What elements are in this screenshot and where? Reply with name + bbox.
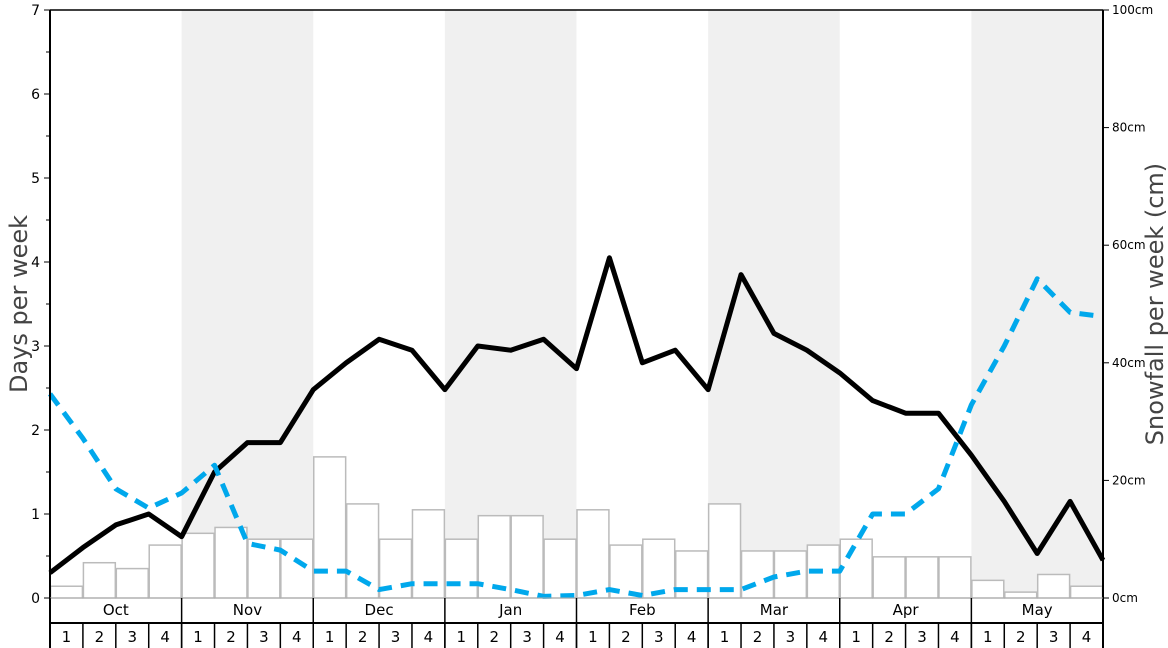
month-shade-may [971, 10, 1103, 598]
left-tick-label: 4 [31, 255, 40, 271]
snowfall-bar [1069, 585, 1104, 599]
snowfall-bar [642, 538, 676, 599]
snowfall-bar [1004, 591, 1038, 599]
week-label: 4 [950, 628, 960, 646]
snowfall-bar [971, 579, 1005, 599]
left-tick-label: 2 [31, 423, 40, 439]
snowfall-bar [576, 509, 610, 599]
days-line-dashed [47, 276, 1104, 599]
week-label: 3 [1049, 628, 1059, 646]
month-label-jan: Jan [498, 601, 522, 619]
month-label-nov: Nov [233, 601, 262, 619]
right-tick-label: 40cm [1112, 356, 1146, 370]
left-tick-label: 6 [31, 87, 40, 103]
days-line-solid [48, 255, 1106, 575]
week-label: 4 [1082, 628, 1092, 646]
right-tick-label: 0cm [1112, 591, 1138, 605]
month-label-dec: Dec [365, 601, 394, 619]
snowfall-bar [115, 567, 149, 599]
snowfall-bar [938, 556, 972, 599]
week-label: 2 [621, 628, 631, 646]
week-label: 1 [457, 628, 467, 646]
week-label: 3 [522, 628, 532, 646]
y-axis-right-label: Snowfall per week (cm) [1141, 163, 1168, 445]
snowfall-bar [839, 538, 873, 599]
right-tick-label: 60cm [1112, 238, 1146, 252]
left-tick-label: 1 [31, 507, 40, 523]
week-label: 3 [917, 628, 927, 646]
week-label: 3 [391, 628, 401, 646]
snowfall-bar [82, 561, 117, 599]
week-label: 2 [489, 628, 499, 646]
week-label: 3 [259, 628, 269, 646]
week-label: 2 [226, 628, 236, 646]
snowfall-bar [280, 538, 314, 599]
week-label: 1 [62, 628, 72, 646]
month-label-may: May [1022, 601, 1053, 619]
week-label: 4 [555, 628, 565, 646]
snowfall-bar [444, 538, 479, 599]
week-label: 1 [193, 628, 203, 646]
snowfall-bar [345, 503, 380, 599]
right-tick-label: 20cm [1112, 473, 1146, 487]
week-label: 2 [358, 628, 368, 646]
left-tick-label: 7 [31, 3, 40, 19]
snowfall-bar [148, 544, 182, 599]
snowfall-bar [49, 585, 84, 599]
week-label: 3 [786, 628, 796, 646]
month-shade-nov [181, 10, 314, 598]
week-label: 3 [127, 628, 137, 646]
week-label: 4 [160, 628, 170, 646]
right-tick-label: 80cm [1112, 121, 1146, 135]
week-label: 4 [424, 628, 434, 646]
snowfall-bar [510, 514, 544, 599]
week-label: 4 [819, 628, 829, 646]
right-tick-label: 100cm [1112, 3, 1153, 17]
week-label: 1 [851, 628, 861, 646]
week-label: 2 [95, 628, 105, 646]
month-label-apr: Apr [893, 601, 920, 619]
week-label: 3 [654, 628, 664, 646]
snowfall-bar [905, 556, 939, 599]
week-label: 4 [292, 628, 302, 646]
snowfall-bar [313, 456, 347, 599]
left-tick-label: 0 [31, 591, 40, 607]
month-label-oct: Oct [103, 601, 129, 619]
snowfall-bar [872, 556, 906, 599]
snowfall-bar [181, 532, 215, 599]
week-label: 1 [588, 628, 598, 646]
week-label: 2 [753, 628, 763, 646]
week-label: 1 [325, 628, 335, 646]
snowfall-bar [1036, 573, 1071, 599]
week-label: 2 [1016, 628, 1026, 646]
snowfall-bar [707, 503, 742, 599]
week-label: 1 [983, 628, 993, 646]
left-tick-label: 5 [31, 171, 40, 187]
week-label: 2 [884, 628, 894, 646]
snowfall-bar [214, 526, 248, 599]
month-label-mar: Mar [760, 601, 789, 619]
snowfall-bar [543, 538, 577, 599]
snowfall-bar [740, 550, 775, 599]
month-label-feb: Feb [629, 601, 656, 619]
y-axis-left-label: Days per week [5, 215, 33, 393]
week-label: 1 [720, 628, 730, 646]
left-tick-label: 3 [31, 339, 40, 355]
week-label: 4 [687, 628, 697, 646]
month-shade-jan [444, 10, 577, 598]
